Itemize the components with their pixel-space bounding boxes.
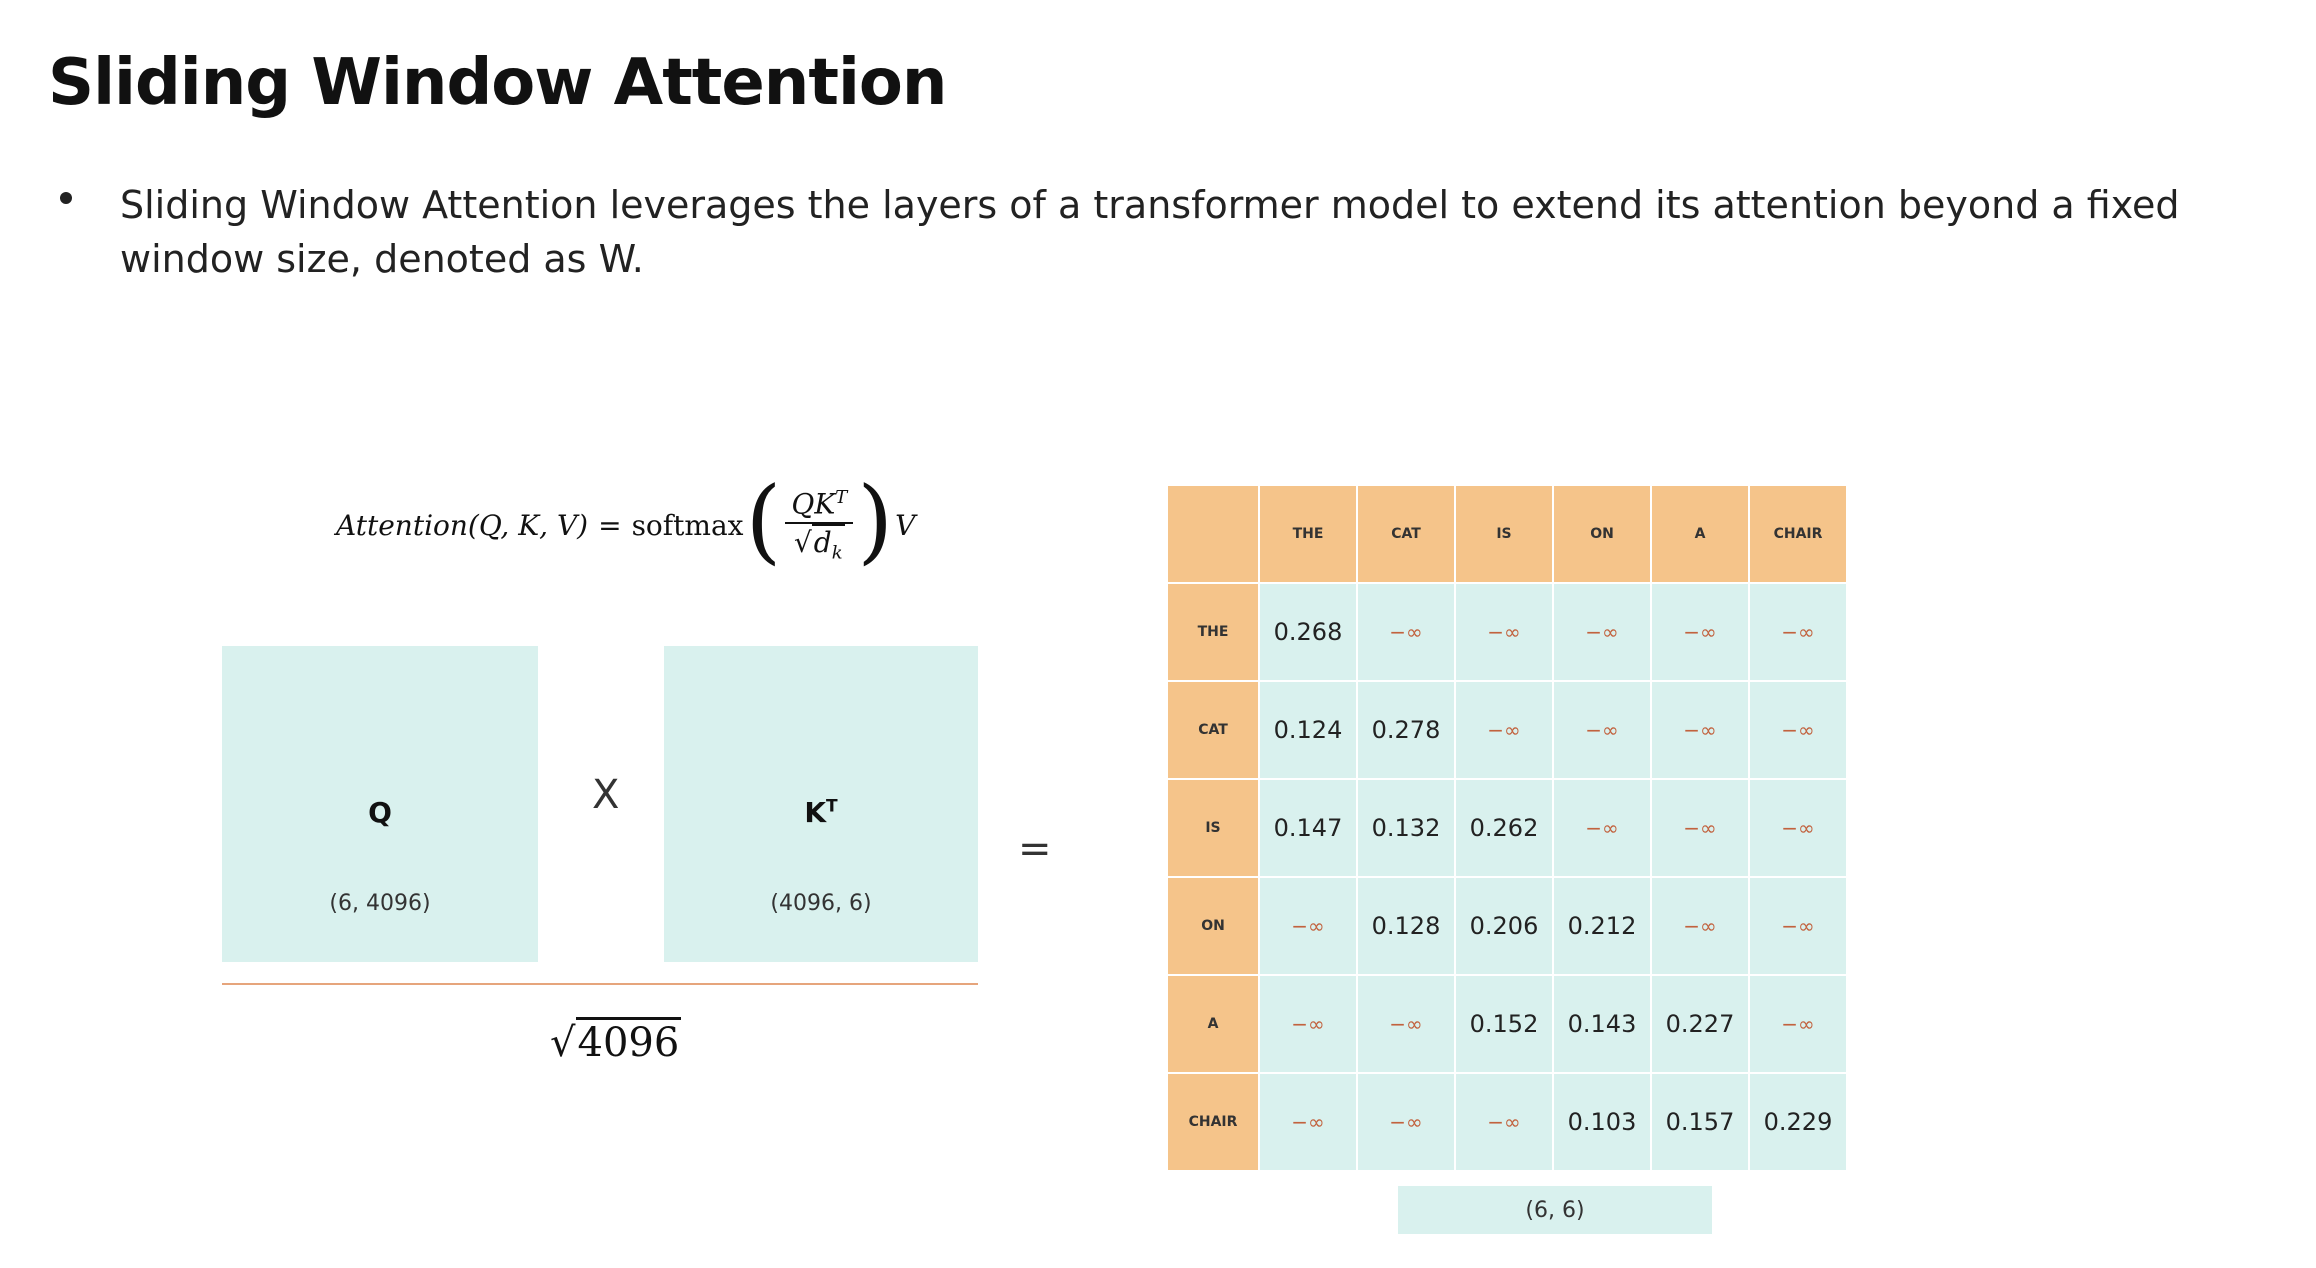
attention-score-table: THE CAT IS ON A CHAIR THE 0.268 −∞ −∞ −∞… (1168, 486, 1848, 1172)
table-cell: 0.278 (1358, 682, 1454, 778)
row-header: THE (1168, 584, 1258, 680)
table-row: ON −∞ 0.128 0.206 0.212 −∞ −∞ (1168, 878, 1848, 976)
table-cell: −∞ (1358, 1074, 1454, 1170)
left-paren-icon: ( (745, 467, 782, 574)
table-row: A −∞ −∞ 0.152 0.143 0.227 −∞ (1168, 976, 1848, 1074)
matrix-k-sup: T (826, 796, 838, 817)
fraction-divider (222, 983, 978, 985)
formula-denominator: √dk (793, 523, 845, 563)
table-cell: 0.227 (1652, 976, 1748, 1072)
table-cell: −∞ (1456, 682, 1552, 778)
table-cell: −∞ (1750, 976, 1846, 1072)
matrix-k-label: K (804, 796, 827, 829)
formula-den-var: d (813, 525, 832, 559)
formula-sqrt-body: dk (811, 523, 845, 563)
table-cell: 0.268 (1260, 584, 1356, 680)
matrix-k-label-wrap: KT (804, 796, 837, 829)
table-cell: −∞ (1358, 584, 1454, 680)
column-header: THE (1260, 486, 1356, 582)
matrix-q-dims: (6, 4096) (329, 891, 431, 916)
table-cell: 0.143 (1554, 976, 1650, 1072)
denominator-value: 4096 (575, 1017, 682, 1066)
times-symbol: X (592, 772, 620, 818)
table-cell: −∞ (1260, 976, 1356, 1072)
table-cell: −∞ (1554, 780, 1650, 876)
equals-symbol: = (1018, 826, 1052, 872)
bullet-dot-icon (60, 192, 72, 204)
table-cell: 0.103 (1554, 1074, 1650, 1170)
formula-den-sub: k (831, 542, 843, 564)
table-cell: −∞ (1652, 682, 1748, 778)
table-header-row: THE CAT IS ON A CHAIR (1168, 486, 1848, 584)
matrix-k-dims: (4096, 6) (770, 891, 872, 916)
formula-numerator-sup: T (835, 486, 848, 508)
row-header: CHAIR (1168, 1074, 1258, 1170)
matrix-q-label: Q (368, 796, 392, 829)
bullet-item: Sliding Window Attention leverages the l… (60, 178, 2300, 286)
formula-sqrt-symbol: √ (793, 525, 812, 559)
column-header: ON (1554, 486, 1650, 582)
formula-lhs: Attention(Q, K, V) (336, 508, 589, 542)
table-cell: 0.229 (1750, 1074, 1846, 1170)
table-cell: −∞ (1750, 682, 1846, 778)
table-cell: −∞ (1750, 584, 1846, 680)
formula-numerator-text: QK (791, 486, 836, 520)
column-header: CAT (1358, 486, 1454, 582)
formula-tail: V (895, 508, 916, 542)
right-paren-icon: ) (857, 467, 894, 574)
table-cell: −∞ (1554, 584, 1650, 680)
table-cell: −∞ (1554, 682, 1650, 778)
table-row: CAT 0.124 0.278 −∞ −∞ −∞ −∞ (1168, 682, 1848, 780)
formula-fraction: QKT √dk (785, 486, 854, 563)
column-header: IS (1456, 486, 1552, 582)
formula-fn: softmax (631, 508, 744, 542)
matrix-q: Q (6, 4096) (222, 646, 538, 962)
table-cell: −∞ (1260, 1074, 1356, 1170)
formula-equals: = (598, 508, 622, 542)
bullet-text: Sliding Window Attention leverages the l… (120, 183, 2180, 281)
table-cell: 0.262 (1456, 780, 1552, 876)
table-cell: 0.206 (1456, 878, 1552, 974)
row-header: A (1168, 976, 1258, 1072)
row-header: CAT (1168, 682, 1258, 778)
slide-title: Sliding Window Attention (48, 46, 947, 120)
table-cell: 0.128 (1358, 878, 1454, 974)
table-cell: −∞ (1652, 878, 1748, 974)
table-cell: −∞ (1358, 976, 1454, 1072)
table-cell: 0.124 (1260, 682, 1356, 778)
table-row: IS 0.147 0.132 0.262 −∞ −∞ −∞ (1168, 780, 1848, 878)
table-dims: (6, 6) (1398, 1186, 1712, 1234)
attention-formula: Attention(Q, K, V) = softmax ( QKT √dk )… (336, 475, 916, 570)
table-cell: −∞ (1652, 584, 1748, 680)
column-header: A (1652, 486, 1748, 582)
table-cell: −∞ (1456, 584, 1552, 680)
table-cell: 0.132 (1358, 780, 1454, 876)
scale-denominator: √4096 (550, 1017, 682, 1066)
formula-numerator: QKT (785, 486, 854, 524)
table-cell: −∞ (1750, 780, 1846, 876)
denominator-sqrt-symbol: √ (550, 1020, 576, 1066)
column-header: CHAIR (1750, 486, 1846, 582)
matrix-k-transpose: KT (4096, 6) (664, 646, 978, 962)
row-header: IS (1168, 780, 1258, 876)
table-cell: 0.147 (1260, 780, 1356, 876)
table-row: THE 0.268 −∞ −∞ −∞ −∞ −∞ (1168, 584, 1848, 682)
table-cell: 0.152 (1456, 976, 1552, 1072)
table-cell: −∞ (1456, 1074, 1552, 1170)
table-corner-cell (1168, 486, 1258, 582)
table-cell: −∞ (1750, 878, 1846, 974)
table-row: CHAIR −∞ −∞ −∞ 0.103 0.157 0.229 (1168, 1074, 1848, 1172)
table-cell: 0.212 (1554, 878, 1650, 974)
row-header: ON (1168, 878, 1258, 974)
table-cell: −∞ (1652, 780, 1748, 876)
table-cell: −∞ (1260, 878, 1356, 974)
table-cell: 0.157 (1652, 1074, 1748, 1170)
